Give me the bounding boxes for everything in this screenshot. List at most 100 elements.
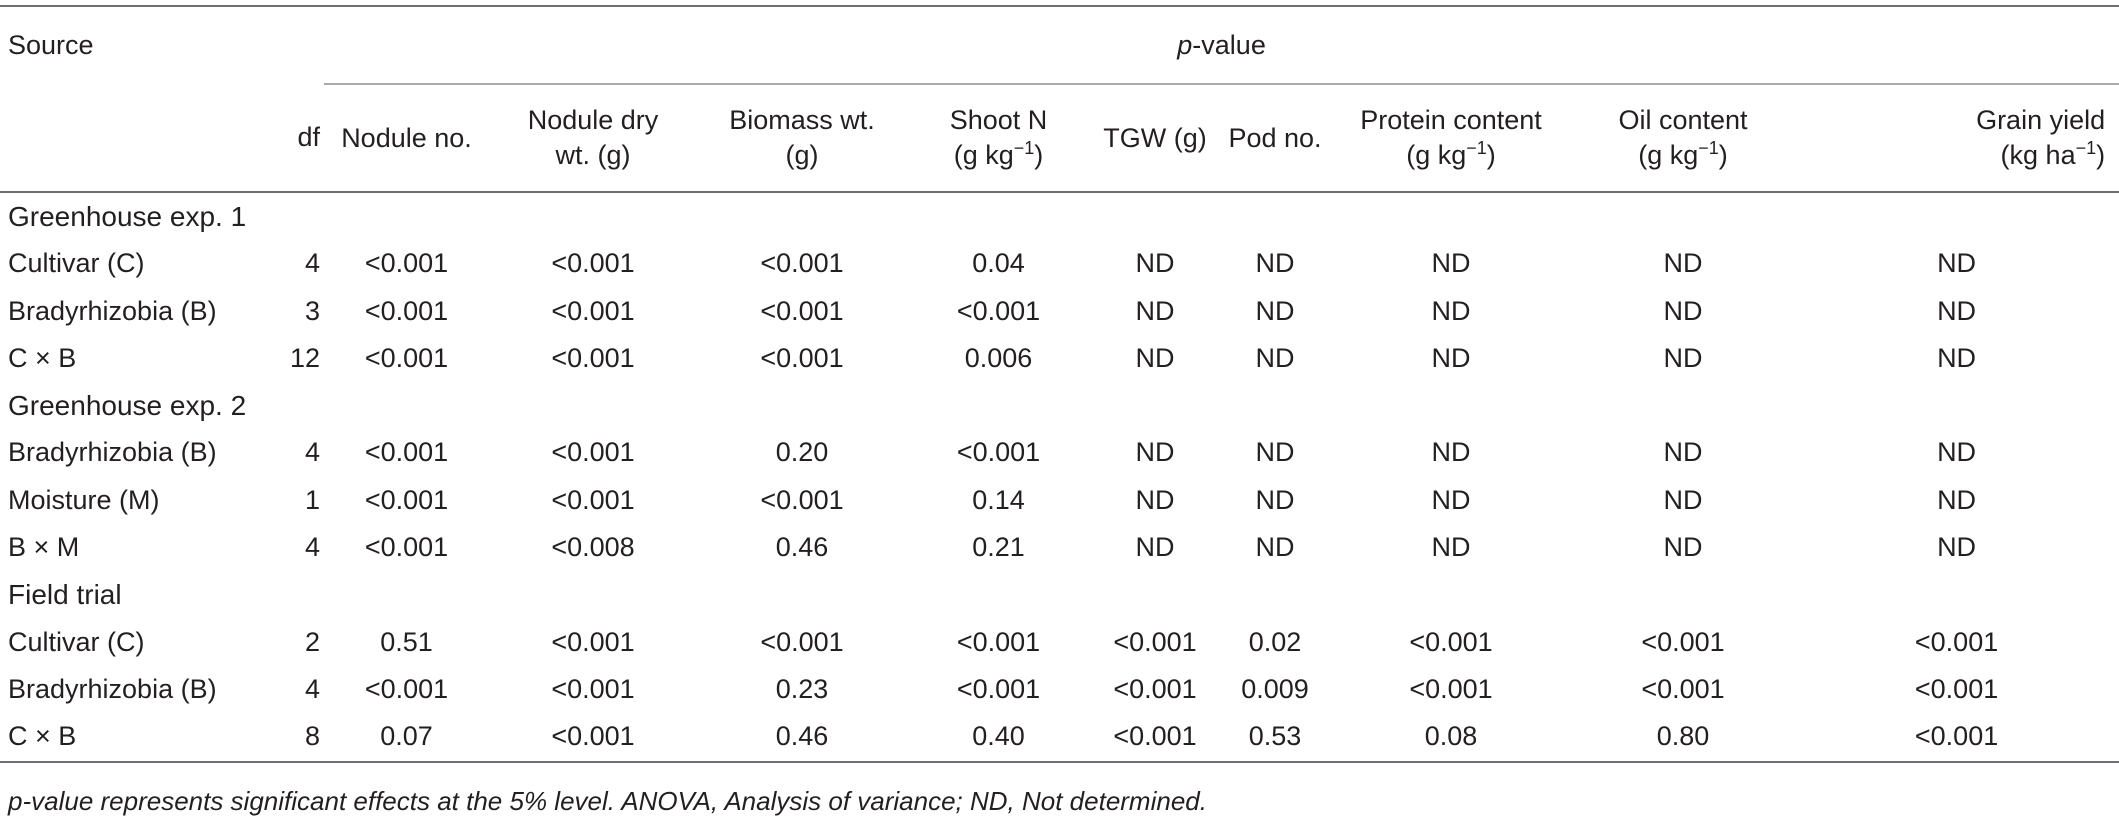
cell-biomass-wt: <0.001 [760, 626, 844, 657]
cell-nodule-dry-wt: <0.001 [551, 437, 635, 468]
col-oil-sup: −1 [1698, 138, 1719, 158]
pvalue-rest: -value [1192, 29, 1266, 60]
cell-oil: 0.80 [1572, 713, 1794, 763]
cell-biomass-wt: 0.46 [697, 713, 907, 763]
table-row: Moisture (M) 1 <0.001 <0.001 <0.001 0.14… [0, 477, 2119, 524]
cell-protein: ND [1431, 342, 1471, 373]
row-df: 3 [304, 295, 320, 326]
cell-pod-no: ND [1255, 437, 1295, 468]
col-nodule-dry-line1: Nodule dry [527, 105, 659, 135]
col-shootn-sup: −1 [1013, 138, 1035, 158]
cell-nodule-no: <0.001 [364, 437, 449, 468]
table-row: C × B 8 0.07 <0.001 0.46 0.40 <0.001 0.5… [0, 713, 2119, 763]
row-df: 2 [304, 626, 320, 657]
row-df: 4 [304, 673, 320, 704]
cell-pod-no: ND [1255, 342, 1295, 373]
col-biomass-line2: (g) [785, 140, 819, 170]
cell-shoot-n: <0.001 [956, 626, 1041, 657]
cell-nodule-no: <0.001 [364, 248, 449, 279]
cell-nodule-no: 0.51 [380, 626, 433, 657]
cell-nodule-no: <0.001 [364, 342, 449, 373]
row-source: Moisture (M) [8, 484, 160, 515]
col-protein-paren: ) [1486, 140, 1496, 170]
row-df: 1 [304, 484, 320, 515]
row-df: 4 [304, 532, 320, 563]
col-tgw: TGW (g) [1090, 84, 1220, 193]
anova-table: Source p-value df Nodule no. Nodule dry w… [0, 5, 2119, 763]
table-row: Bradyrhizobia (B) 4 <0.001 <0.001 0.23 <… [0, 666, 2119, 713]
col-grain-yield: Grain yield (kg ha−1) [1794, 84, 2119, 193]
col-yield-line2: (kg ha [2000, 140, 2076, 170]
cell-grain-yield: <0.001 [1794, 713, 2119, 763]
header-row-columns: df Nodule no. Nodule dry wt. (g) Biomass … [0, 84, 2119, 193]
cell-pod-no: ND [1255, 248, 1295, 279]
table-body: Greenhouse exp. 1 Cultivar (C) 4 <0.001 … [0, 192, 2119, 763]
section-header: Greenhouse exp. 2 [0, 382, 2119, 429]
cell-pod-no: 0.02 [1248, 626, 1302, 657]
cell-grain-yield: ND [1937, 295, 1977, 326]
row-df: 8 [268, 713, 324, 763]
col-biomass-line1: Biomass wt. [729, 105, 875, 135]
section-header: Field trial [0, 571, 2119, 618]
col-oil-line2: (g kg [1638, 140, 1699, 170]
section-title: Greenhouse exp. 2 [8, 389, 247, 421]
col-oil-line1: Oil content [1618, 105, 1748, 135]
col-protein-sup: −1 [1466, 138, 1487, 158]
cell-grain-yield: <0.001 [1914, 673, 1999, 704]
col-protein-content: Protein content (g kg−1) [1330, 84, 1572, 193]
cell-nodule-dry-wt: <0.001 [551, 295, 635, 326]
cell-nodule-dry-wt: <0.001 [489, 713, 697, 763]
cell-protein: ND [1431, 532, 1471, 563]
cell-shoot-n: 0.04 [972, 248, 1025, 279]
cell-pod-no: ND [1255, 484, 1295, 515]
cell-nodule-dry-wt: <0.001 [551, 484, 635, 515]
cell-tgw: <0.001 [1090, 713, 1220, 763]
cell-grain-yield: ND [1937, 437, 1977, 468]
col-shootn-line1: Shoot N [949, 105, 1048, 135]
cell-oil: ND [1663, 295, 1703, 326]
cell-shoot-n: <0.001 [956, 295, 1041, 326]
cell-grain-yield: <0.001 [1914, 626, 1999, 657]
cell-tgw: ND [1135, 342, 1175, 373]
section-title: Field trial [8, 578, 122, 610]
table-row: Cultivar (C) 2 0.51 <0.001 <0.001 <0.001… [0, 618, 2119, 665]
col-pod-no: Pod no. [1220, 84, 1330, 193]
header-spacer [268, 5, 324, 84]
cell-tgw: ND [1135, 248, 1175, 279]
table-row: Bradyrhizobia (B) 4 <0.001 <0.001 0.20 <… [0, 429, 2119, 476]
col-nodule-dry-wt: Nodule dry wt. (g) [489, 84, 697, 193]
col-nodule-no: Nodule no. [324, 84, 489, 193]
col-shoot-n: Shoot N (g kg−1) [907, 84, 1090, 193]
cell-protein: ND [1431, 437, 1471, 468]
cell-nodule-no: <0.001 [364, 484, 449, 515]
cell-oil: ND [1663, 342, 1703, 373]
row-source: Cultivar (C) [8, 626, 145, 657]
cell-shoot-n: <0.001 [956, 437, 1041, 468]
cell-protein: 0.08 [1330, 713, 1572, 763]
row-source: Bradyrhizobia (B) [8, 295, 217, 326]
row-source: Bradyrhizobia (B) [8, 437, 217, 468]
cell-shoot-n: 0.14 [972, 484, 1025, 515]
cell-nodule-dry-wt: <0.001 [551, 673, 635, 704]
cell-biomass-wt: <0.001 [760, 295, 844, 326]
cell-nodule-no: 0.07 [324, 713, 489, 763]
header-blank [0, 84, 268, 193]
cell-biomass-wt: <0.001 [760, 484, 844, 515]
cell-protein: <0.001 [1409, 626, 1493, 657]
section-title: Greenhouse exp. 1 [8, 200, 247, 232]
cell-pod-no: ND [1255, 295, 1295, 326]
cell-oil: ND [1663, 532, 1703, 563]
col-shootn-line2: (g kg [953, 140, 1014, 170]
cell-nodule-dry-wt: <0.008 [551, 532, 635, 563]
cell-oil: <0.001 [1641, 626, 1725, 657]
table-footnote: p-value represents significant effects a… [8, 786, 1207, 816]
col-shootn-paren: ) [1034, 140, 1044, 170]
cell-tgw: <0.001 [1113, 626, 1197, 657]
cell-protein: ND [1431, 484, 1471, 515]
cell-biomass-wt: 0.20 [775, 437, 829, 468]
cell-nodule-dry-wt: <0.001 [551, 248, 635, 279]
table-row: C × B 12 <0.001 <0.001 <0.001 0.006 ND N… [0, 335, 2119, 382]
cell-biomass-wt: 0.46 [775, 532, 829, 563]
cell-protein: <0.001 [1409, 673, 1493, 704]
